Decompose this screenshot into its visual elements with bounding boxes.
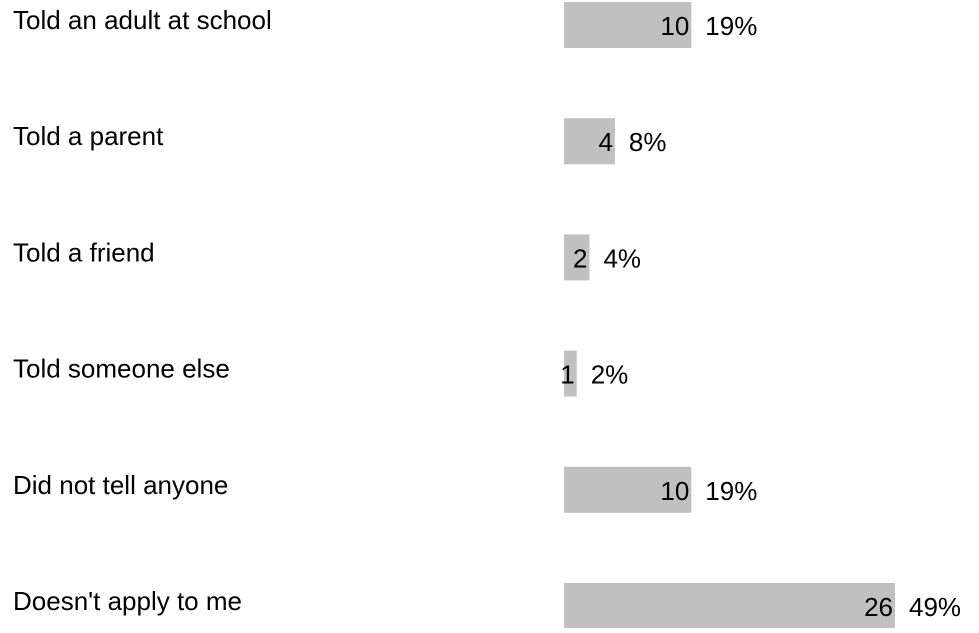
bar-value-label: 2: [573, 243, 587, 273]
bar-percent-label: 49%: [909, 592, 961, 622]
bar-percent-label: 19%: [705, 11, 757, 41]
bar: [564, 350, 577, 397]
category-label: Told an adult at school: [13, 5, 272, 35]
bar-value-label: 1: [560, 360, 574, 390]
bar-percent-label: 8%: [629, 127, 667, 157]
bar: [564, 2, 692, 48]
bar: [564, 583, 895, 629]
category-label: Told a friend: [13, 237, 155, 267]
bar: [564, 234, 590, 281]
bar-percent-label: 4%: [603, 243, 641, 273]
bar: [564, 118, 615, 165]
category-label: Doesn't apply to me: [13, 586, 242, 616]
bar-percent-label: 19%: [705, 476, 757, 506]
bar-value-label: 10: [660, 11, 689, 41]
category-label: Did not tell anyone: [13, 470, 228, 500]
bar-value-label: 10: [660, 476, 689, 506]
bar-percent-label: 2%: [591, 360, 629, 390]
bar-value-label: 4: [598, 127, 612, 157]
bar-value-label: 26: [864, 592, 893, 622]
category-label: Told a parent: [13, 121, 164, 151]
bar: [564, 466, 692, 513]
category-label: Told someone else: [13, 354, 230, 384]
